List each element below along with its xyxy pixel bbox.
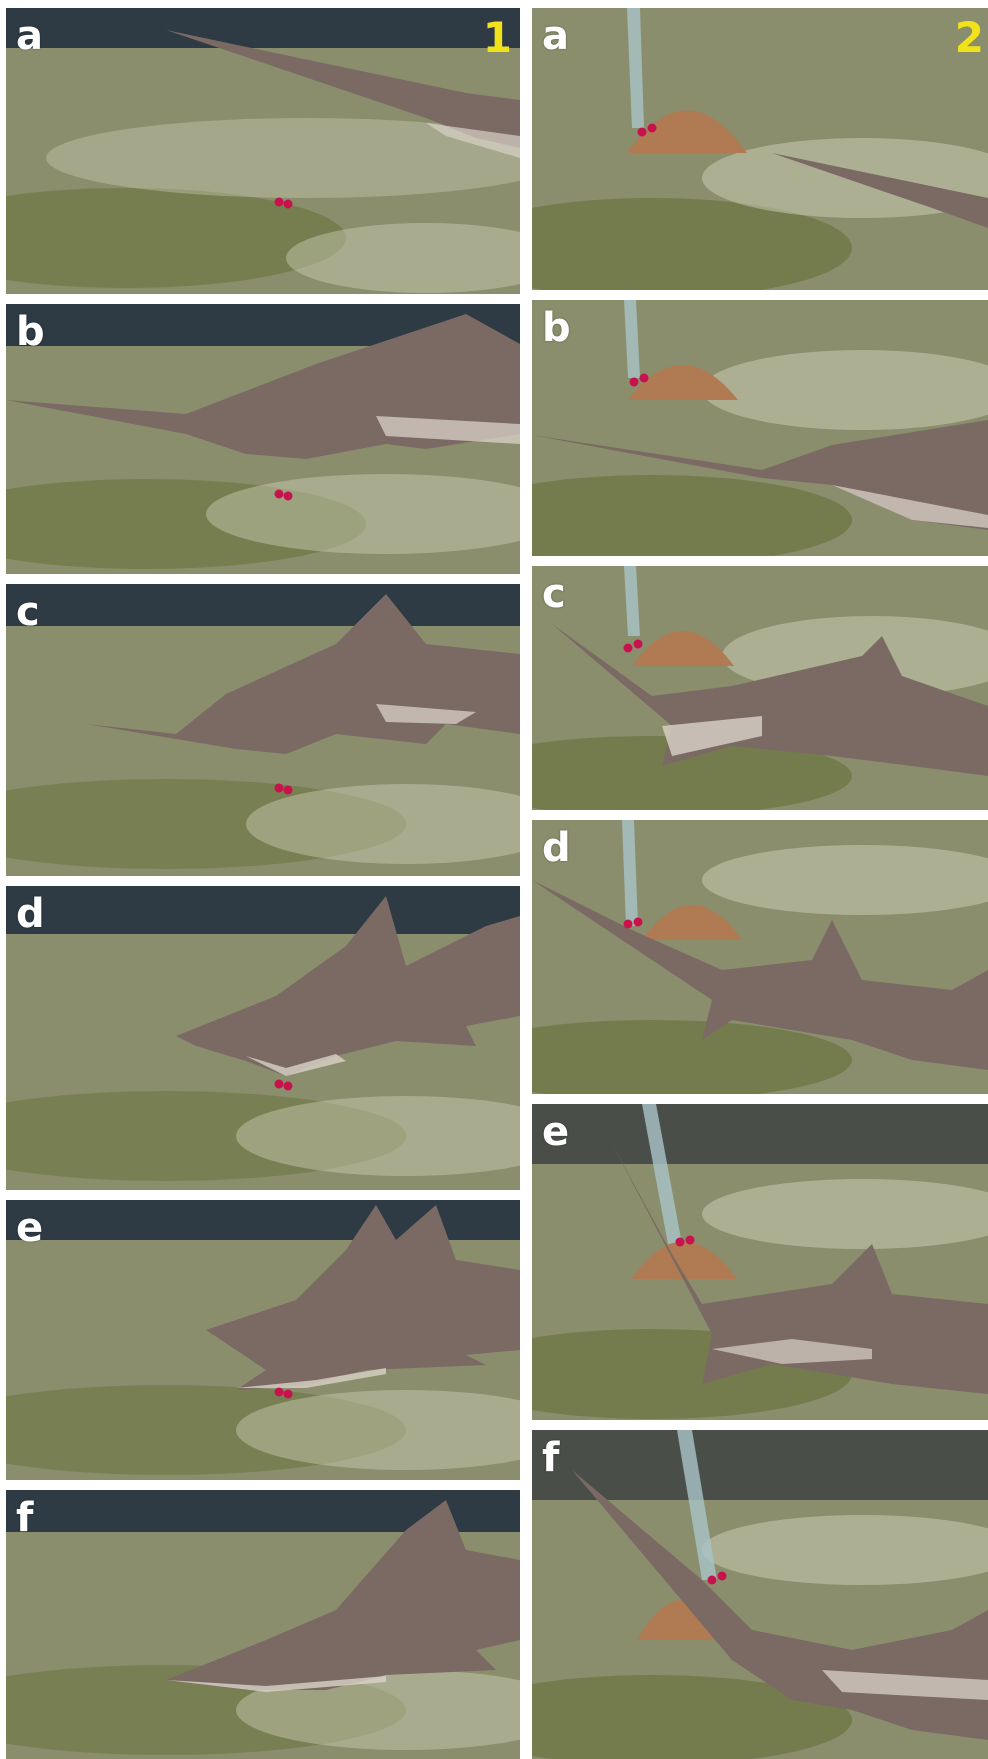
marker-dot xyxy=(274,197,284,207)
marker-dot xyxy=(639,373,649,383)
underwater-photo xyxy=(532,566,988,810)
column-number: 2 xyxy=(954,13,984,62)
underwater-photo xyxy=(6,1490,520,1759)
marker-dot xyxy=(675,1237,685,1247)
panel-2f: f xyxy=(532,1430,988,1759)
underwater-photo xyxy=(6,886,520,1190)
marker-dot xyxy=(283,491,293,501)
underwater-photo xyxy=(532,8,988,290)
panel-2a: a xyxy=(532,8,988,290)
panel-2d: d xyxy=(532,820,988,1094)
panel-letter: b xyxy=(542,305,571,351)
underwater-photo xyxy=(6,1200,520,1480)
column-number: 1 xyxy=(482,13,512,62)
underwater-photo xyxy=(532,1104,988,1420)
panel-letter: c xyxy=(16,589,40,635)
panel-2b: b xyxy=(532,300,988,556)
panel-1d: d xyxy=(6,886,520,1190)
underwater-photo xyxy=(532,820,988,1094)
panel-letter: d xyxy=(16,891,45,937)
panel-1a: a xyxy=(6,8,520,294)
marker-dot xyxy=(274,489,284,499)
underwater-photo xyxy=(532,1430,988,1759)
marker-dot xyxy=(633,917,643,927)
marker-dot xyxy=(274,1387,284,1397)
panel-letter: a xyxy=(542,13,569,59)
underwater-photo xyxy=(532,300,988,556)
underwater-photo xyxy=(6,304,520,574)
marker-dot xyxy=(707,1575,717,1585)
marker-dot xyxy=(623,919,633,929)
panel-1c: c xyxy=(6,584,520,876)
panel-2c: c xyxy=(532,566,988,810)
marker-dot xyxy=(685,1235,695,1245)
panel-letter: e xyxy=(542,1109,570,1155)
panel-2e: e xyxy=(532,1104,988,1420)
marker-dot xyxy=(283,1081,293,1091)
marker-dot xyxy=(623,643,633,653)
underwater-photo xyxy=(6,8,520,294)
underwater-photo xyxy=(6,584,520,876)
marker-dot xyxy=(274,783,284,793)
marker-dot xyxy=(637,127,647,137)
panel-1e: e xyxy=(6,1200,520,1480)
panel-letter: c xyxy=(542,571,566,617)
panel-1f: f xyxy=(6,1490,520,1759)
panel-letter: a xyxy=(16,13,43,59)
marker-dot xyxy=(274,1079,284,1089)
panel-letter: e xyxy=(16,1205,44,1251)
panel-1b: b xyxy=(6,304,520,574)
panel-letter: d xyxy=(542,825,571,871)
marker-dot xyxy=(633,639,643,649)
marker-dot xyxy=(647,123,657,133)
marker-dot xyxy=(629,377,639,387)
marker-dot xyxy=(283,785,293,795)
marker-dot xyxy=(283,199,293,209)
marker-dot xyxy=(283,1389,293,1399)
panel-letter: b xyxy=(16,309,45,355)
panel-letter: f xyxy=(542,1435,560,1481)
marker-dot xyxy=(717,1571,727,1581)
panel-letter: f xyxy=(16,1495,34,1541)
